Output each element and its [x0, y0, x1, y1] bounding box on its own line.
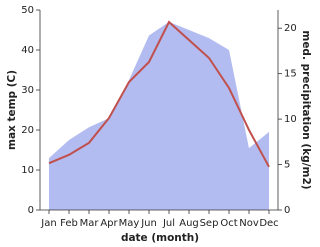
- x-axis-label: date (month): [121, 232, 199, 244]
- y2-tick-label: 0: [284, 205, 290, 216]
- y2-tick-label: 5: [284, 160, 290, 171]
- y-tick-label: 0: [28, 205, 34, 216]
- precipitation-area: [49, 21, 269, 211]
- x-tick-label: Oct: [220, 218, 237, 229]
- y2-axis-label: med. precipitation (kg/m2): [300, 30, 312, 189]
- x-tick-label: Aug: [179, 218, 199, 229]
- y2-tick-label: 20: [284, 23, 297, 34]
- y-tick-label: 30: [21, 85, 34, 96]
- temp-line: [48, 20, 270, 168]
- x-tick-label: Jul: [162, 218, 175, 229]
- y2-tick-label: 10: [284, 114, 297, 125]
- y-tick-label: 40: [21, 45, 34, 56]
- y-tick-label: 10: [21, 165, 34, 176]
- y-tick-label: 50: [21, 5, 34, 16]
- x-tick-label: Feb: [60, 218, 78, 229]
- x-tick-label: Mar: [80, 218, 100, 229]
- x-tick-label: Jun: [140, 218, 157, 229]
- y-axis-label: max temp (C): [6, 70, 18, 150]
- x-tick-label: Sep: [200, 218, 219, 229]
- x-tick-label: Dec: [259, 218, 278, 229]
- x-tick-label: Nov: [239, 218, 259, 229]
- x-tick-label: May: [119, 218, 140, 229]
- y-tick-label: 20: [21, 125, 34, 136]
- x-tick-label: Apr: [100, 218, 118, 229]
- y2-tick-label: 15: [284, 69, 297, 80]
- x-tick-label: Jan: [40, 218, 56, 229]
